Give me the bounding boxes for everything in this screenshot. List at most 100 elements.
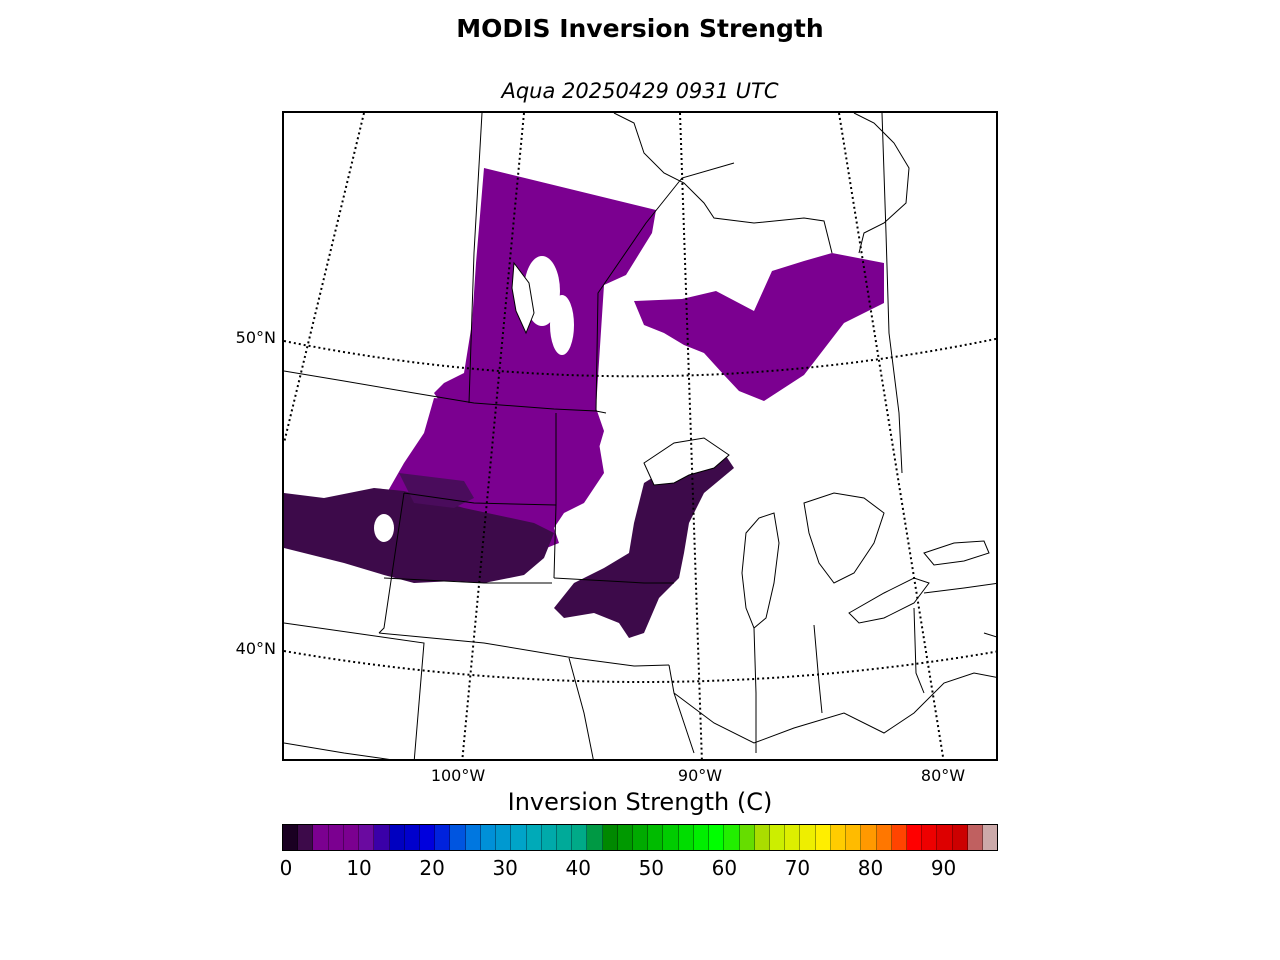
colorbar-segment: [556, 825, 573, 850]
colorbar-segment: [663, 825, 679, 850]
colorbar-segment: [937, 825, 953, 850]
lake-erie: [848, 577, 930, 624]
state-border-ks-mo: [568, 657, 594, 759]
state-border-east: [983, 632, 996, 638]
colorbar-segment: [404, 825, 420, 850]
colorbar-segment: [678, 825, 694, 850]
colorbar-segment: [830, 825, 847, 850]
colorbar-segment: [328, 825, 344, 850]
state-border-oh-pa: [913, 607, 925, 694]
state-border-wy-co: [284, 622, 425, 759]
map-svg: [284, 113, 996, 759]
colorbar-segment: [785, 825, 801, 850]
graticule: [284, 113, 996, 759]
colorbar-segment: [435, 825, 451, 850]
inversion-region-southwest: [284, 488, 554, 583]
state-border-ne-ks: [378, 632, 575, 659]
inversion-region-central: [634, 253, 884, 401]
colorbar-tick-label: 50: [638, 856, 665, 880]
meridian-110w: [284, 113, 365, 444]
colorbar-segment: [876, 825, 892, 850]
state-border-mn-wi: [553, 413, 557, 579]
colorbar-segment: [313, 825, 329, 850]
meridian-90w: [679, 113, 703, 759]
colorbar-segment: [389, 825, 405, 850]
state-border-mn-ia: [553, 577, 674, 584]
hudson-coast: [613, 113, 833, 254]
meridian-80w: [838, 113, 945, 759]
colorbar-segment: [419, 825, 436, 850]
border-sk-mb: [468, 113, 483, 404]
boundaries: [284, 113, 996, 759]
colorbar-segment: [952, 825, 968, 850]
colorbar-segment: [298, 825, 314, 850]
lake-michigan: [741, 512, 780, 629]
lon-label-90w: 90°W: [677, 766, 723, 785]
state-border-il-in: [753, 627, 757, 753]
state-border-sd-ne: [383, 577, 552, 584]
colorbar-segment: [480, 825, 497, 850]
colorbar-segment: [587, 825, 603, 850]
colorbar-tick-label: 40: [565, 856, 591, 880]
state-border-ohio-river: [673, 672, 996, 744]
colorbar-tick-label: 70: [784, 856, 811, 880]
colorbar-segment: [283, 825, 299, 850]
colorbar-segment: [754, 825, 770, 850]
inversion-region-plains: [384, 398, 604, 553]
state-border-ia-mo: [573, 657, 670, 667]
colorbar-segment: [983, 825, 998, 850]
lake-huron: [803, 492, 885, 584]
colorbar-segment: [343, 825, 360, 850]
colorbar-tick-label: 10: [346, 856, 372, 880]
colorbar-segment: [800, 825, 816, 850]
colorbar-segment: [511, 825, 527, 850]
colorbar-segment: [724, 825, 740, 850]
colorbar-segment: [648, 825, 664, 850]
lat-label-50n: 50°N: [235, 328, 276, 347]
state-border-co-ks: [284, 742, 390, 759]
lon-label-100w: 100°W: [430, 766, 486, 785]
border-mb-on: [595, 162, 735, 412]
lon-label-80w: 80°W: [920, 766, 966, 785]
colorbar-segment: [450, 825, 466, 850]
parallel-50n: [284, 337, 996, 378]
state-border-in-oh: [813, 624, 823, 714]
colorbar-title: Inversion Strength (C): [507, 788, 773, 816]
lake-superior: [643, 437, 730, 486]
colorbar-tick-label: 80: [857, 856, 884, 880]
colorbar-segment: [359, 825, 375, 850]
colorbar-tick-label: 20: [419, 856, 445, 880]
colorbar-segment: [906, 825, 923, 850]
colorbar-segment: [617, 825, 634, 850]
parallel-40n: [284, 650, 996, 683]
map-panel[interactable]: [282, 111, 998, 761]
colorbar-segment: [891, 825, 907, 850]
colorbar-segment: [861, 825, 877, 850]
colorbar-tick-label: 30: [492, 856, 518, 880]
state-border-mt-nd: [378, 492, 405, 634]
lake-ontario: [923, 540, 990, 566]
colorbar: [282, 824, 998, 851]
colorbar-segment: [374, 825, 390, 850]
colorbar-segment: [465, 825, 481, 850]
colorbar-segment: [496, 825, 512, 850]
inversion-field: [284, 168, 884, 638]
chart-subtitle: Aqua 20250429 0931 UTC: [501, 79, 779, 103]
colorbar-segment: [967, 825, 984, 850]
colorbar-segment: [770, 825, 786, 850]
colorbar-segment: [526, 825, 542, 850]
inversion-region-wisconsin: [554, 453, 734, 638]
colorbar-segment: [602, 825, 618, 850]
colorbar-segment: [846, 825, 862, 850]
state-border-mo-il: [668, 664, 695, 754]
colorbar-segment: [541, 825, 557, 850]
lat-label-40n: 40°N: [235, 639, 276, 658]
border-qc-on: [881, 113, 903, 474]
colorbar-tick-label: 90: [930, 856, 957, 880]
colorbar-segment: [693, 825, 710, 850]
colorbar-segment: [709, 825, 725, 850]
lake-winnipeg: [511, 261, 535, 335]
colorbar-segment: [633, 825, 649, 850]
colorbar-tick-label: 60: [711, 856, 738, 880]
colorbar-segment: [572, 825, 588, 850]
